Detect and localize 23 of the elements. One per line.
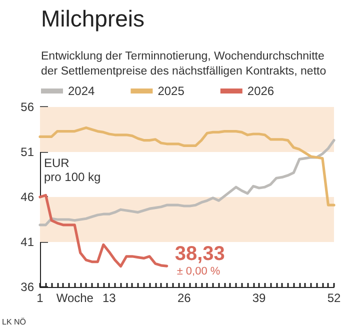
text: LK NÖ	[2, 318, 26, 326]
legend-label: 2024	[68, 84, 96, 98]
x-tick-label: 1	[36, 291, 44, 305]
x-axis-title: Woche	[56, 291, 94, 305]
y-tick-label: 41	[20, 235, 34, 249]
annotation: 38,33	[174, 243, 225, 266]
annotation: ± 0,00 %	[176, 266, 220, 278]
legend-label: 2026	[247, 84, 274, 98]
line-series	[38, 194, 168, 268]
chart-title: Milchpreis	[41, 6, 145, 32]
y-tick-label: 36	[20, 280, 34, 294]
y-tick-label: 56	[20, 100, 34, 114]
y-tick-label: 46	[20, 190, 34, 204]
line-series	[38, 139, 336, 226]
chart-subtitle: Entwicklung der Terminnotierung, Wochendurchschnitte der Settlementpreise des nächstfälligen Kontrakts, netto	[41, 50, 328, 78]
legend-label: 2025	[158, 84, 185, 98]
x-tick-label: 26	[177, 291, 192, 305]
line-series	[38, 126, 336, 206]
y-tick-label: 51	[20, 145, 34, 159]
y-axis-title: EUR pro 100 kg	[44, 156, 101, 184]
x-tick-label: 39	[252, 291, 266, 305]
x-tick-label: 13	[102, 291, 116, 305]
x-tick-label: 52	[327, 291, 341, 305]
